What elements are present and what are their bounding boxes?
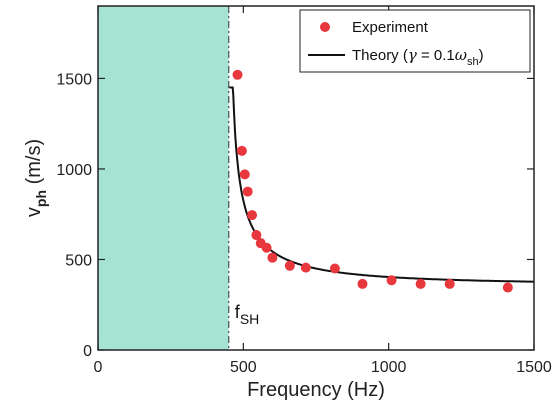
plot-frame [97,5,535,351]
legend-theory-gamma: γ [408,46,417,64]
experiment-point [502,282,513,293]
experiment-point [329,263,340,274]
legend-experiment-label: Experiment [352,19,429,36]
legend-experiment-marker [320,22,330,32]
experiment-point [415,278,426,289]
y-tick-label: 1500 [56,71,92,88]
experiment-point [261,242,272,253]
legend-theory-omega: ω [455,46,467,64]
experiment-point [267,252,278,263]
legend-theory-main: Theory ( [352,47,408,64]
experiment-point [251,230,262,241]
y-axis-label-main: v [23,207,45,217]
legend-theory-label: Theory (γ = 0.1ωsh) [352,46,484,68]
y-tick-label: 0 [83,343,92,360]
legend-theory-sub: sh [467,56,479,68]
x-tick-label: 500 [230,359,257,376]
experiment-point [242,186,253,197]
legend-theory-mid: = 0.1 [417,47,455,64]
experiment-point [300,262,311,273]
experiment-point [232,69,243,80]
y-tick-label: 500 [65,252,92,269]
cutoff-annotation-main: f [235,302,241,322]
cutoff-annotation: fSH [235,302,259,327]
legend: Experiment Theory (γ = 0.1ωsh) [299,9,531,73]
experiment-point [444,278,455,289]
y-axis-label-sub: ph [33,190,49,207]
experiment-point [284,260,295,271]
y-axis-label: vph (m/s) [23,139,49,217]
experiment-points [232,69,513,293]
experiment-point [357,278,368,289]
y-axis-label-unit: (m/s) [23,139,45,190]
legend-box [299,9,531,73]
theory-curve [229,86,534,283]
legend-theory-end: ) [479,47,484,64]
experiment-point [247,210,258,221]
experiment-point [236,145,247,156]
x-axis-label: Frequency (Hz) [247,379,385,401]
axis-ticks: 0 500 1000 1500 0 500 1000 1500 [56,6,552,376]
cutoff-annotation-sub: SH [240,311,259,327]
experiment-point [386,275,397,286]
x-tick-label: 1500 [516,359,552,376]
x-tick-label: 0 [94,359,103,376]
x-tick-label: 1000 [371,359,407,376]
y-tick-label: 1000 [56,162,92,179]
experiment-point [239,169,250,180]
shaded-region [98,6,229,350]
